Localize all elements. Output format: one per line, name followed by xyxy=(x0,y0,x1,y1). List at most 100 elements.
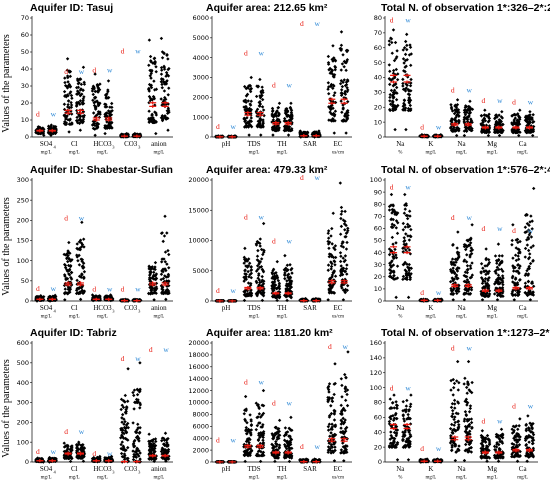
data-point xyxy=(96,83,100,88)
data-point xyxy=(317,131,322,136)
data-point xyxy=(469,118,474,123)
data-point xyxy=(462,133,467,138)
data-point xyxy=(345,288,350,292)
data-point xyxy=(518,108,522,112)
data-point xyxy=(68,290,72,294)
data-point xyxy=(465,278,470,282)
data-point xyxy=(455,246,459,250)
data-point xyxy=(81,117,86,121)
data-point xyxy=(77,253,81,258)
stat-marker xyxy=(434,134,442,138)
data-point xyxy=(345,111,349,115)
data-point xyxy=(166,102,170,106)
data-point xyxy=(388,99,392,103)
data-point xyxy=(407,238,412,242)
stat-marker xyxy=(92,116,100,120)
data-point xyxy=(69,277,74,281)
data-point xyxy=(455,125,459,130)
data-point xyxy=(259,264,264,269)
data-point xyxy=(79,82,84,87)
data-point xyxy=(272,271,277,276)
label-d: d xyxy=(92,65,96,74)
data-point xyxy=(401,77,405,82)
data-point xyxy=(484,247,488,251)
data-point xyxy=(261,118,265,122)
label-d: d xyxy=(420,288,424,297)
stat-marker xyxy=(390,245,398,249)
stat-marker xyxy=(495,125,503,129)
category-label: TH xyxy=(277,140,286,148)
data-point xyxy=(260,274,264,279)
data-point xyxy=(407,224,412,228)
data-point xyxy=(161,276,166,281)
stat-marker xyxy=(216,299,224,303)
data-point xyxy=(408,234,412,238)
data-point xyxy=(242,279,246,283)
data-point xyxy=(147,86,151,91)
data-point xyxy=(451,291,456,296)
stat-marker xyxy=(133,299,141,303)
y-tick-label: 10 xyxy=(374,285,382,293)
data-point xyxy=(342,59,347,64)
data-point xyxy=(338,269,343,273)
data-point xyxy=(163,82,167,86)
y-tick-label: 40 xyxy=(374,74,382,82)
data-point xyxy=(481,266,485,270)
data-point xyxy=(467,108,472,112)
category-unit: mg/L xyxy=(277,151,288,156)
data-point xyxy=(403,192,407,197)
data-point xyxy=(496,242,501,246)
data-point xyxy=(272,280,277,284)
stat-marker xyxy=(390,73,398,77)
data-point xyxy=(82,275,86,280)
label-d: d xyxy=(92,285,96,294)
label-w: w xyxy=(314,173,320,182)
label-d: d xyxy=(36,284,40,293)
data-point xyxy=(401,84,405,88)
data-point xyxy=(527,122,531,126)
data-point xyxy=(528,113,532,117)
data-point xyxy=(455,127,459,131)
data-point xyxy=(328,110,332,114)
stat-marker xyxy=(149,281,157,285)
data-point xyxy=(404,203,409,208)
stat-marker xyxy=(434,298,442,302)
category-unit: us/cm xyxy=(332,315,344,320)
data-point xyxy=(64,253,68,257)
data-point xyxy=(345,116,349,121)
data-point xyxy=(331,44,335,48)
data-point xyxy=(244,104,248,109)
data-point xyxy=(402,69,406,73)
data-point xyxy=(166,289,171,293)
data-point xyxy=(246,125,251,129)
data-point xyxy=(486,277,490,281)
stat-marker xyxy=(390,80,398,84)
data-point xyxy=(289,112,294,116)
category-label: Mg xyxy=(487,140,497,148)
category-label: EC xyxy=(334,140,343,148)
data-point xyxy=(389,88,394,93)
data-point xyxy=(245,92,250,97)
category-label: Cl xyxy=(71,140,78,148)
y-tick-label: 100 xyxy=(17,257,29,265)
data-point xyxy=(285,282,289,286)
data-point xyxy=(453,129,458,133)
data-point xyxy=(76,119,80,123)
data-point xyxy=(342,78,347,82)
label-w: w xyxy=(467,213,473,222)
data-point xyxy=(345,230,349,235)
category-unit: us/cm xyxy=(332,151,344,156)
data-point xyxy=(513,116,518,120)
data-point xyxy=(70,258,74,262)
data-point xyxy=(403,238,407,243)
label-d: d xyxy=(512,97,516,106)
data-point xyxy=(499,115,504,119)
data-point xyxy=(91,92,95,97)
category-unit: mg/L xyxy=(277,315,288,320)
data-point xyxy=(392,273,396,278)
data-point xyxy=(249,271,254,275)
y-tick-label: 80 xyxy=(374,200,382,208)
data-point xyxy=(119,133,123,138)
data-point xyxy=(394,98,399,102)
label-w: w xyxy=(79,427,85,436)
